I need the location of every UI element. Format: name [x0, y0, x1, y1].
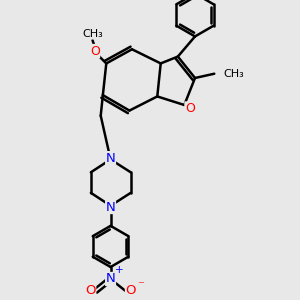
- Text: O: O: [90, 44, 100, 58]
- Text: +: +: [115, 265, 124, 275]
- Text: O: O: [85, 284, 96, 298]
- Text: O: O: [185, 102, 195, 115]
- Text: O: O: [125, 284, 136, 298]
- Text: CH₃: CH₃: [82, 29, 103, 39]
- Text: N: N: [106, 272, 116, 286]
- Text: N: N: [106, 200, 116, 214]
- Text: CH₃: CH₃: [224, 69, 244, 79]
- Text: N: N: [106, 152, 116, 165]
- Text: ⁻: ⁻: [137, 279, 144, 292]
